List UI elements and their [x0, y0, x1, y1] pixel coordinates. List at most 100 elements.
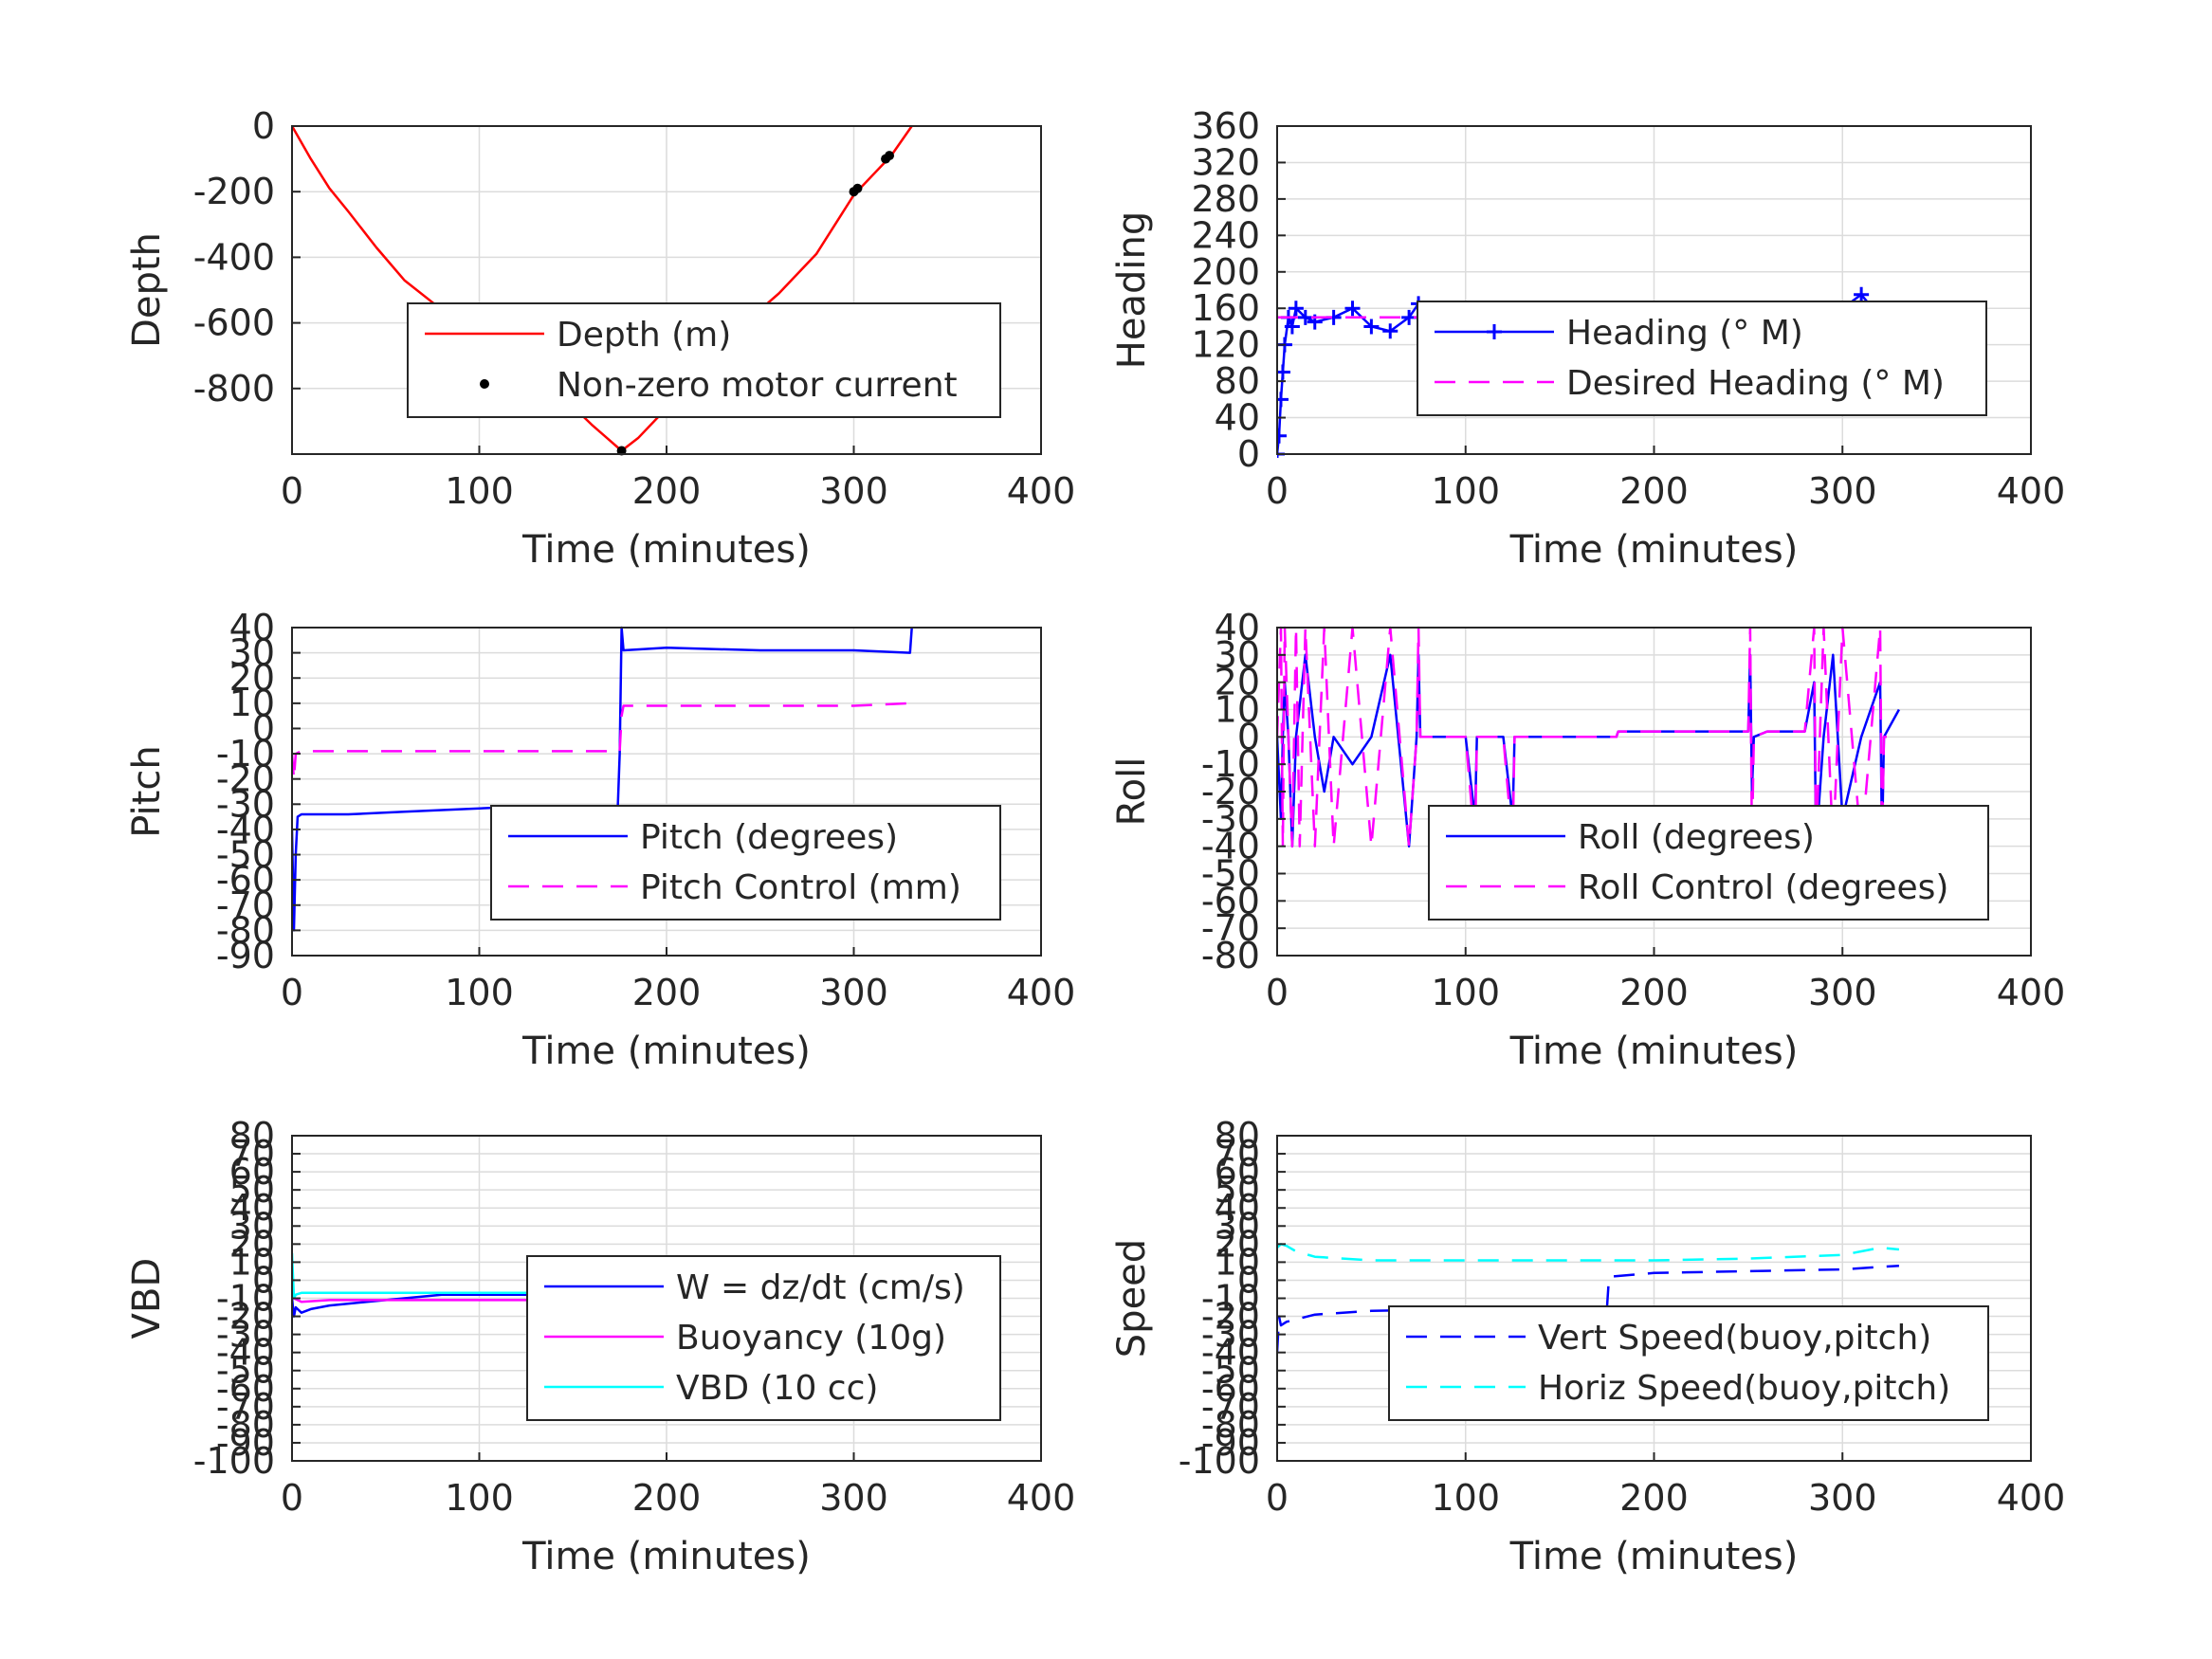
vbd-y-tick-label: -70	[216, 1386, 275, 1428]
vbd-y-tick-label: 0	[252, 1259, 275, 1301]
heading-legend-box	[1417, 301, 1987, 416]
heading-legend-entry-1-swatch-marker	[1487, 324, 1502, 339]
speed-y-tick-label: -100	[1179, 1440, 1260, 1482]
speed-x-tick-label: 100	[1431, 1477, 1500, 1519]
vbd-y-tick-label: -10	[216, 1278, 275, 1320]
heading-y-tick-label: 80	[1215, 360, 1260, 402]
pitch-xlabel: Time (minutes)	[521, 1030, 811, 1073]
pitch-y-tick-label: 20	[229, 657, 275, 699]
vbd-y-tick-label: 20	[229, 1223, 275, 1265]
depth-series-1-line	[292, 125, 913, 452]
roll-y-tick-label: 20	[1215, 662, 1260, 703]
depth-series-2-point	[885, 151, 895, 161]
heading-y-tick-label: 200	[1191, 251, 1260, 293]
heading-y-tick-label: 120	[1191, 324, 1260, 366]
roll-y-tick-label: -10	[1201, 743, 1260, 785]
depth-x-tick-label: 0	[281, 470, 303, 512]
vbd-y-tick-label: 50	[229, 1169, 275, 1211]
vbd-x-tick-label: 0	[281, 1477, 303, 1519]
heading-series-1-marker	[1854, 286, 1870, 302]
pitch-y-tick-label: -10	[216, 733, 275, 775]
speed-xlabel: Time (minutes)	[1509, 1535, 1799, 1578]
vbd-y-tick-label: -30	[216, 1314, 275, 1356]
heading-series-1-marker	[1277, 392, 1289, 408]
heading-series-1-marker	[1277, 428, 1287, 444]
speed-ylabel: Speed	[1110, 1239, 1154, 1358]
depth-y-tick-label: -800	[193, 368, 275, 410]
pitch-y-tick-label: -30	[216, 783, 275, 825]
speed-y-tick-label: 10	[1215, 1241, 1260, 1283]
vbd-y-tick-label: -20	[216, 1296, 275, 1338]
pitch-y-tick-label: -90	[216, 935, 275, 976]
vbd-xlabel: Time (minutes)	[521, 1535, 811, 1578]
roll-chart: 0 100 200 300 400-80-70-60-50-40-30-20-10010…	[1110, 607, 2065, 1073]
speed-legend-entry-2-label: Horiz Speed(buoy,pitch)	[1538, 1369, 1950, 1408]
depth-xlabel: Time (minutes)	[521, 528, 811, 572]
heading-series-1-marker	[1382, 323, 1398, 339]
heading-y-tick-label: 0	[1237, 433, 1260, 475]
depth-x-tick-label: 100	[445, 470, 514, 512]
depth-legend-entry-1-label: Depth (m)	[557, 316, 731, 355]
heading-series-1-marker	[1344, 301, 1361, 317]
pitch-y-tick-label: -80	[216, 909, 275, 951]
pitch-y-tick-label: -60	[216, 859, 275, 901]
heading-chart: 0 100 200 300 40004080120160200240280320360T…	[1110, 105, 2065, 572]
heading-x-tick-label: 200	[1619, 470, 1689, 512]
depth-y-tick-label: -200	[193, 171, 275, 212]
speed-legend-box	[1388, 1305, 1989, 1421]
speed-series-2-line	[1277, 1243, 1900, 1262]
depth-ylabel: Depth	[125, 232, 169, 348]
heading-y-tick-label: 160	[1191, 287, 1260, 329]
vbd-y-tick-label: 10	[229, 1241, 275, 1283]
speed-y-tick-label: -50	[1201, 1350, 1260, 1392]
speed-legend: Vert Speed(buoy,pitch) Horiz Speed(buoy,p…	[1388, 1305, 1989, 1421]
speed-y-tick-label: 30	[1215, 1205, 1260, 1247]
speed-chart: 0 100 200 300 400-100-90-80-70-60-50-40-30-2…	[1110, 1115, 2065, 1578]
heading-y-tick-label: 360	[1191, 105, 1260, 147]
speed-y-tick-label: -70	[1201, 1386, 1260, 1428]
vbd-y-tick-label: -60	[216, 1368, 275, 1410]
depth-legend: Depth (m) Non-zero motor current	[407, 302, 1001, 418]
depth-chart: 0 100 200 300 400 -800 -600 -400 -200 0 Time (minu…	[125, 105, 1075, 572]
speed-y-tick-label: -20	[1201, 1296, 1260, 1338]
speed-y-tick-label: 70	[1215, 1133, 1260, 1175]
depth-legend-entry-2-swatch	[480, 379, 489, 389]
speed-x-tick-label: 300	[1808, 1477, 1877, 1519]
heading-x-tick-label: 400	[1997, 470, 2066, 512]
roll-legend-box	[1428, 805, 1989, 921]
heading-legend-entry-2-label: Desired Heading (° M)	[1566, 364, 1945, 403]
vbd-legend: W = dz/dt (cm/s) Buoyancy (10g) VBD (10 cc…	[526, 1255, 1001, 1421]
pitch-y-tick-label: 10	[229, 683, 275, 724]
pitch-chart: 0 100 200 300 400-90-80-70-60-50-40-30-20-10…	[125, 607, 1075, 1073]
vbd-y-tick-label: -90	[216, 1422, 275, 1464]
roll-y-tick-label: 0	[1237, 716, 1260, 757]
roll-xlabel: Time (minutes)	[1509, 1030, 1799, 1073]
pitch-ylabel: Pitch	[125, 745, 169, 837]
heading-series-1-marker	[1363, 319, 1380, 335]
pitch-x-tick-label: 100	[445, 972, 514, 1013]
vbd-y-tick-label: -80	[216, 1404, 275, 1446]
pitch-y-tick-label: 40	[229, 607, 275, 648]
heading-series-1-marker	[1297, 309, 1313, 325]
roll-y-tick-label: -70	[1201, 907, 1260, 949]
pitch-y-tick-label: -40	[216, 809, 275, 850]
speed-y-tick-label: 0	[1237, 1259, 1260, 1301]
heading-y-tick-label: 40	[1215, 397, 1260, 439]
speed-legend-entry-1-label: Vert Speed(buoy,pitch)	[1538, 1319, 1931, 1358]
roll-x-tick-label: 100	[1431, 972, 1500, 1013]
vbd-x-tick-label: 100	[445, 1477, 514, 1519]
pitch-x-tick-label: 200	[632, 972, 702, 1013]
roll-x-tick-label: 300	[1808, 972, 1877, 1013]
pitch-x-tick-label: 400	[1007, 972, 1076, 1013]
pitch-x-tick-label: 0	[281, 972, 303, 1013]
pitch-legend-entry-2-label: Pitch Control (mm)	[640, 868, 961, 907]
roll-x-tick-label: 0	[1266, 972, 1289, 1013]
pitch-y-tick-label: -20	[216, 758, 275, 800]
pitch-x-tick-label: 300	[819, 972, 888, 1013]
vbd-x-tick-label: 200	[632, 1477, 702, 1519]
pitch-y-tick-label: -70	[216, 884, 275, 926]
heading-y-tick-label: 320	[1191, 141, 1260, 183]
vbd-y-tick-label: 30	[229, 1205, 275, 1247]
vbd-y-tick-label: 70	[229, 1133, 275, 1175]
depth-legend-entry-2-label: Non-zero motor current	[557, 366, 958, 405]
